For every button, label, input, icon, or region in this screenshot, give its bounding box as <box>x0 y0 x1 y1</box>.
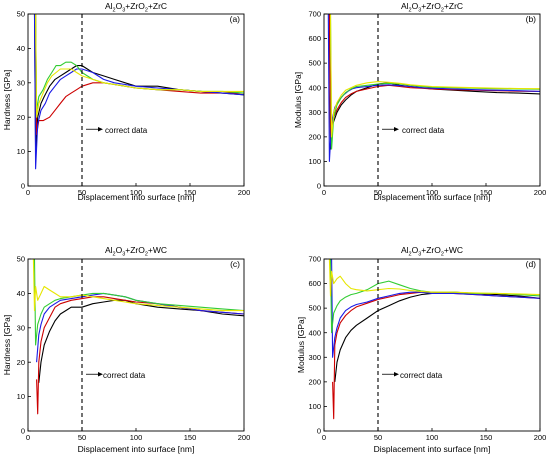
panel-b-y-tick-label: 600 <box>308 34 321 43</box>
panel-b-title: Al2O3+ZrO2+ZrC <box>401 1 463 14</box>
panel-b-x-tick-label: 100 <box>426 188 439 197</box>
chart-panel-a: Al2O3+ZrO2+ZrC Displacement into surface… <box>2 1 250 202</box>
panel-d-y-tick-label: 400 <box>308 328 321 337</box>
panel-c-x-tick-label: 50 <box>78 433 86 442</box>
panel-c-x-tick-label: 150 <box>184 433 197 442</box>
panel-a-x-tick-label: 50 <box>78 188 86 197</box>
panel-a-x-tick-label: 150 <box>184 188 197 197</box>
panel-c-x-tick-label: 0 <box>26 433 30 442</box>
panel-c-series-black <box>38 299 244 383</box>
panel-d-y-axis-label: Modulus [GPa] <box>296 317 306 373</box>
panel-c-tag: (c) <box>230 259 240 269</box>
panel-b-y-tick-label: 300 <box>308 108 321 117</box>
panel-a-x-axis-label: Displacement into surface [nm] <box>78 192 195 202</box>
panel-c-y-axis-label: Hardness [GPa] <box>2 315 12 375</box>
panel-c-y-tick-label: 20 <box>17 358 25 367</box>
panel-c-x-tick-label: 200 <box>238 433 251 442</box>
panel-d-y-tick-label: 300 <box>308 353 321 362</box>
panel-b-tag: (b) <box>526 14 537 24</box>
panel-b-y-tick-label: 700 <box>308 10 321 19</box>
panel-c-y-tick-label: 10 <box>17 392 25 401</box>
chart-panel-b: Al2O3+ZrO2+ZrC Displacement into surface… <box>293 1 546 202</box>
panel-b-arrow-head <box>394 127 399 132</box>
panel-d-y-tick-label: 600 <box>308 279 321 288</box>
panel-b-y-tick-label: 500 <box>308 59 321 68</box>
panel-b-x-tick-label: 0 <box>322 188 326 197</box>
panel-d-series-blue <box>331 259 540 358</box>
panel-a-series-yellow <box>35 14 244 118</box>
panel-b-y-axis-label: Modulus [GPa] <box>293 72 303 128</box>
panel-d-x-tick-label: 50 <box>374 433 382 442</box>
panel-d-y-tick-label: 500 <box>308 304 321 313</box>
panel-a-tag: (a) <box>230 14 241 24</box>
panel-d-arrow-head <box>394 372 399 377</box>
panel-c-arrow-head <box>98 372 103 377</box>
panel-a-y-tick-label: 40 <box>17 44 25 53</box>
panel-a-x-tick-label: 200 <box>238 188 251 197</box>
chart-panel-c: Al2O3+ZrO2+WC Displacement into surface … <box>2 245 250 454</box>
panel-d-y-tick-label: 100 <box>308 402 321 411</box>
panel-a-series-black <box>33 14 244 153</box>
panel-d-x-tick-label: 0 <box>322 433 326 442</box>
panel-d-y-tick-label: 200 <box>308 377 321 386</box>
panel-b-series-yellow <box>329 14 540 138</box>
panel-a-arrow-head <box>98 127 103 132</box>
panel-b-y-tick-label: 400 <box>308 83 321 92</box>
panel-d-correct-data-label: correct data <box>400 371 443 380</box>
panel-c-series-green <box>33 259 244 346</box>
panel-d-x-tick-label: 200 <box>534 433 547 442</box>
panel-c-x-axis-label: Displacement into surface [nm] <box>78 444 195 454</box>
panel-c-y-tick-label: 30 <box>17 323 25 332</box>
panel-d-y-tick-label: 700 <box>308 255 321 264</box>
panel-c-correct-data-label: correct data <box>103 371 146 380</box>
chart-panel-d: Al2O3+ZrO2+WC Displacement into surface … <box>296 245 546 454</box>
panel-d-tag: (d) <box>526 259 537 269</box>
panel-b-y-tick-label: 200 <box>308 132 321 141</box>
panel-a-y-tick-label: 0 <box>21 182 25 191</box>
panel-a-x-tick-label: 100 <box>130 188 143 197</box>
panel-c-title: Al2O3+ZrO2+WC <box>105 245 167 258</box>
panel-b-x-axis-label: Displacement into surface [nm] <box>374 192 491 202</box>
panel-d-x-axis-label: Displacement into surface [nm] <box>374 444 491 454</box>
panel-c-x-tick-label: 100 <box>130 433 143 442</box>
panel-a-y-tick-label: 30 <box>17 78 25 87</box>
panel-b-y-tick-label: 0 <box>317 182 321 191</box>
panel-b-x-tick-label: 200 <box>534 188 547 197</box>
panel-a-series-group <box>33 14 244 170</box>
panel-d-title: Al2O3+ZrO2+WC <box>401 245 463 258</box>
panel-c-y-tick-label: 0 <box>21 427 25 436</box>
panel-d-x-tick-label: 100 <box>426 433 439 442</box>
panel-b-correct-data-label: correct data <box>402 126 445 135</box>
panel-a-title: Al2O3+ZrO2+ZrC <box>105 1 167 14</box>
panel-a-y-tick-label: 10 <box>17 147 25 156</box>
panel-c-y-tick-label: 40 <box>17 289 25 298</box>
panel-a-y-tick-label: 20 <box>17 113 25 122</box>
panel-d-x-tick-label: 150 <box>480 433 493 442</box>
panel-a-correct-data-label: correct data <box>105 126 148 135</box>
panel-a-x-tick-label: 0 <box>26 188 30 197</box>
panel-b-y-tick-label: 100 <box>308 157 321 166</box>
panel-c-y-tick-label: 50 <box>17 255 25 264</box>
panel-a-y-tick-label: 50 <box>17 10 25 19</box>
panel-a-y-axis-label: Hardness [GPa] <box>2 70 12 130</box>
panel-d-y-tick-label: 0 <box>317 427 321 436</box>
panel-b-x-tick-label: 50 <box>374 188 382 197</box>
panel-b-x-tick-label: 150 <box>480 188 493 197</box>
